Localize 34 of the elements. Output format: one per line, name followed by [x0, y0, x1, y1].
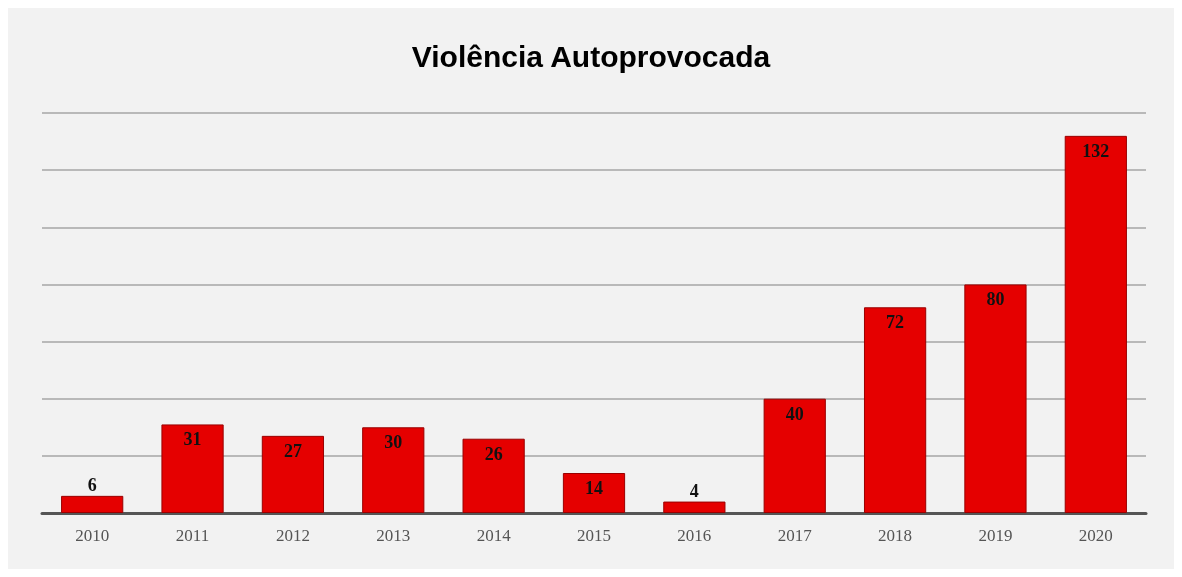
x-tick-label: 2012	[275, 526, 310, 545]
bar	[61, 495, 124, 513]
x-tick-label: 2019	[978, 526, 1013, 545]
bar	[161, 424, 224, 513]
bar	[763, 398, 826, 513]
data-label: 14	[585, 478, 603, 498]
data-label: 72	[886, 312, 905, 333]
x-tick-label: 2010	[75, 526, 110, 545]
bar	[462, 438, 525, 513]
x-tick-label: 2013	[376, 526, 411, 545]
data-label: 80	[986, 289, 1005, 310]
x-tick-label: 2015	[577, 526, 611, 545]
bar	[362, 427, 425, 513]
bar	[1064, 135, 1127, 513]
bar	[562, 473, 626, 513]
bar	[261, 435, 325, 513]
chart-title: Violência Autoprovocada	[411, 39, 771, 73]
data-label: 4	[689, 480, 699, 501]
x-tick-label: 2014	[476, 526, 512, 545]
data-label: 6	[87, 474, 97, 495]
data-label: 26	[484, 443, 503, 464]
data-label: 27	[283, 440, 302, 461]
x-tick-label: 2018	[878, 526, 913, 545]
x-tick-label: 2017	[777, 526, 813, 545]
x-tick-label: 2011	[175, 526, 210, 545]
data-label: 40	[785, 403, 804, 424]
x-tick-label: 2020	[1078, 526, 1113, 545]
data-label: 132	[1082, 140, 1110, 161]
bar	[863, 307, 927, 513]
data-label: 30	[384, 432, 403, 453]
x-tick-label: 2016	[677, 526, 712, 545]
bar	[663, 501, 726, 513]
bar	[964, 284, 1027, 513]
data-label: 31	[183, 429, 202, 450]
